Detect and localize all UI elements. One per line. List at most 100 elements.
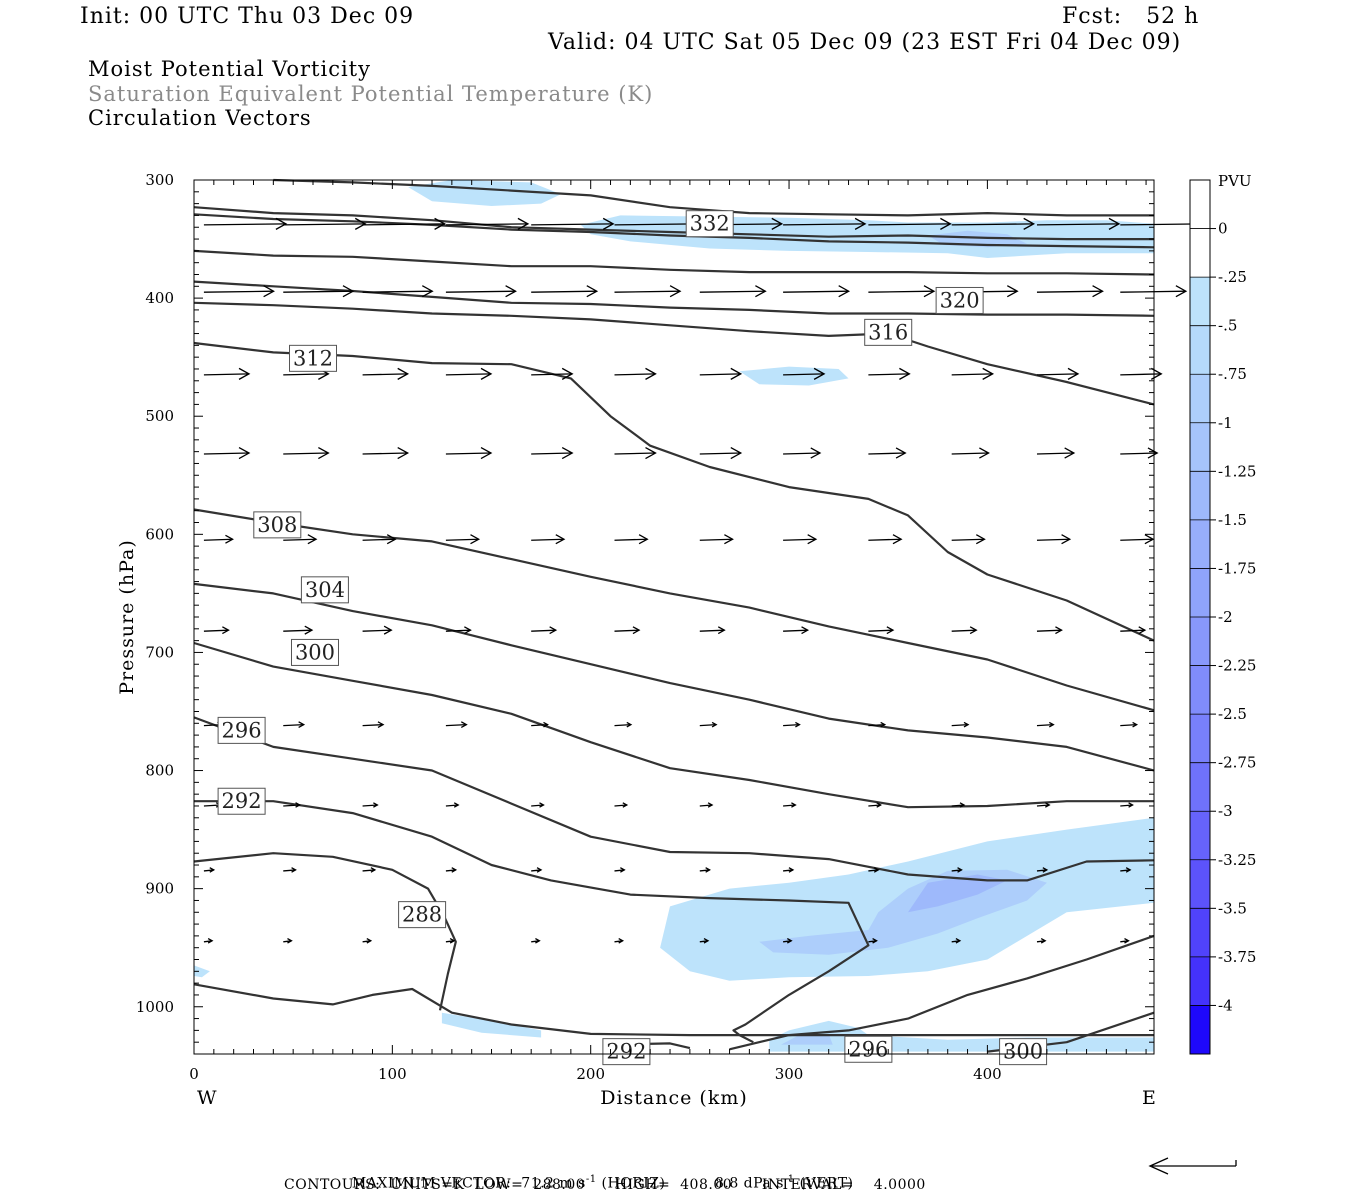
contour-label-text: 316: [868, 320, 908, 344]
colorbar-label: -3: [1218, 802, 1233, 820]
contour-label: 288: [398, 901, 447, 929]
colorbar-swatch: [1190, 471, 1210, 520]
wind-vector: [1120, 626, 1147, 635]
wind-vector: [1036, 217, 1121, 230]
wind-vector: [951, 447, 990, 459]
contour-label-text: 300: [295, 640, 335, 664]
y-tick-label: 400: [145, 289, 174, 307]
colorbar-swatch: [1190, 422, 1210, 472]
contour-label: 292: [602, 1038, 651, 1066]
colorbar-label: -4: [1218, 996, 1233, 1014]
wind-vector: [1120, 802, 1134, 808]
y-tick-label: 500: [145, 407, 174, 425]
legend-pv: Moist Potential Vorticity: [88, 57, 371, 81]
pv-region: [908, 874, 1008, 913]
wind-vector: [614, 626, 641, 635]
x-tick-label: 0: [189, 1065, 199, 1083]
theta-contour: [193, 983, 1154, 1037]
wind-vector: [614, 721, 633, 728]
wind-vector: [283, 446, 330, 460]
theta-contour: [193, 341, 1155, 642]
wind-vector: [699, 626, 726, 635]
wind-vector: [951, 534, 986, 545]
colorbar-swatch: [1190, 180, 1210, 229]
wind-vector: [868, 721, 887, 728]
theta-contour: [193, 641, 1154, 809]
wind-vector: [699, 867, 711, 873]
theta-contour: [193, 852, 457, 1011]
contour-label: 308: [253, 511, 302, 539]
theta-contour: [193, 508, 1155, 712]
wind-vector: [362, 867, 377, 873]
colorbar-label: -2.75: [1218, 754, 1256, 772]
wind-vector: [283, 802, 302, 808]
wind-vector: [783, 802, 797, 808]
wind-vector: [445, 446, 493, 460]
x-tick-label: 300: [775, 1065, 804, 1083]
wind-vector: [203, 867, 216, 873]
y-tick-label: 900: [145, 880, 174, 898]
wind-vector: [531, 626, 558, 635]
wind-vector: [868, 626, 895, 635]
wind-vector: [783, 626, 810, 635]
wind-vector: [951, 721, 970, 728]
wind-vector: [1120, 867, 1132, 873]
wind-vector: [1036, 802, 1051, 808]
colorbar-label: -1.75: [1218, 559, 1256, 577]
contour-label-text: 292: [606, 1040, 646, 1064]
wind-vector: [699, 534, 734, 545]
wind-vector: [614, 534, 649, 545]
forecast-hour: Fcst: 52 h: [1062, 4, 1200, 29]
pv-region: [739, 366, 849, 386]
contour-label: 300: [999, 1038, 1048, 1066]
wind-vector: [531, 721, 549, 728]
wind-vector: [951, 802, 966, 808]
wind-vector: [445, 217, 530, 230]
contour-label-text: 300: [1003, 1040, 1043, 1064]
x-tick-labels: 0 100 200 300 400: [189, 1065, 1001, 1083]
wind-vector: [1036, 534, 1072, 545]
wind-vector: [868, 802, 883, 808]
wind-vector: [699, 802, 714, 808]
y-tick-label: 600: [145, 525, 174, 543]
wind-vector: [283, 721, 306, 729]
wind-vector: [362, 367, 410, 380]
wind-vector: [614, 867, 626, 873]
wind-vector: [203, 446, 251, 460]
wind-vector: [531, 802, 545, 808]
colorbar-swatch: [1190, 665, 1210, 715]
y-tick-label: 700: [145, 643, 174, 661]
wind-vector: [1120, 721, 1139, 728]
colorbar-swatch: [1190, 374, 1210, 423]
contour-label-text: 332: [690, 212, 730, 236]
max-vector-line: MAXIMUM VECTOR: 71.2 m s-1 (HORIZ) 8.8 d…: [342, 1158, 854, 1192]
init-time: Init: 00 UTC Thu 03 Dec 09: [80, 4, 415, 29]
wind-vector: [1120, 285, 1188, 298]
wind-vector: [951, 217, 1036, 230]
x-right-label: E: [1142, 1087, 1157, 1109]
contour-info: CONTOURS: UNITS=K LOW= 288.00 HIGH= 408.…: [284, 1177, 926, 1193]
wind-vector: [283, 285, 355, 298]
wind-vector: [951, 938, 962, 944]
theta-contour: [193, 206, 1154, 241]
legend-vectors: Circulation Vectors: [88, 106, 312, 130]
wind-vector: [951, 867, 963, 873]
wind-vector: [783, 367, 826, 380]
contour-label-text: 296: [222, 718, 262, 742]
theta-contour: [193, 301, 1155, 406]
wind-vector: [531, 867, 543, 873]
wind-vector: [783, 285, 851, 298]
max-horiz-exp: -1: [585, 1174, 597, 1185]
theta-contour: [193, 582, 1155, 772]
wind-vector: [614, 802, 629, 808]
colorbar-swatch: [1190, 859, 1210, 909]
contour-label: 296: [217, 716, 266, 744]
colorbar-swatch: [1190, 811, 1210, 860]
wind-vector: [1036, 367, 1080, 380]
pv-region: [441, 1012, 542, 1038]
wind-vector: [1036, 938, 1047, 944]
x-tick-label: 200: [576, 1065, 605, 1083]
wind-vector: [445, 367, 493, 380]
wind-vector: [531, 534, 566, 545]
colorbar-unit: PVU: [1218, 172, 1252, 190]
